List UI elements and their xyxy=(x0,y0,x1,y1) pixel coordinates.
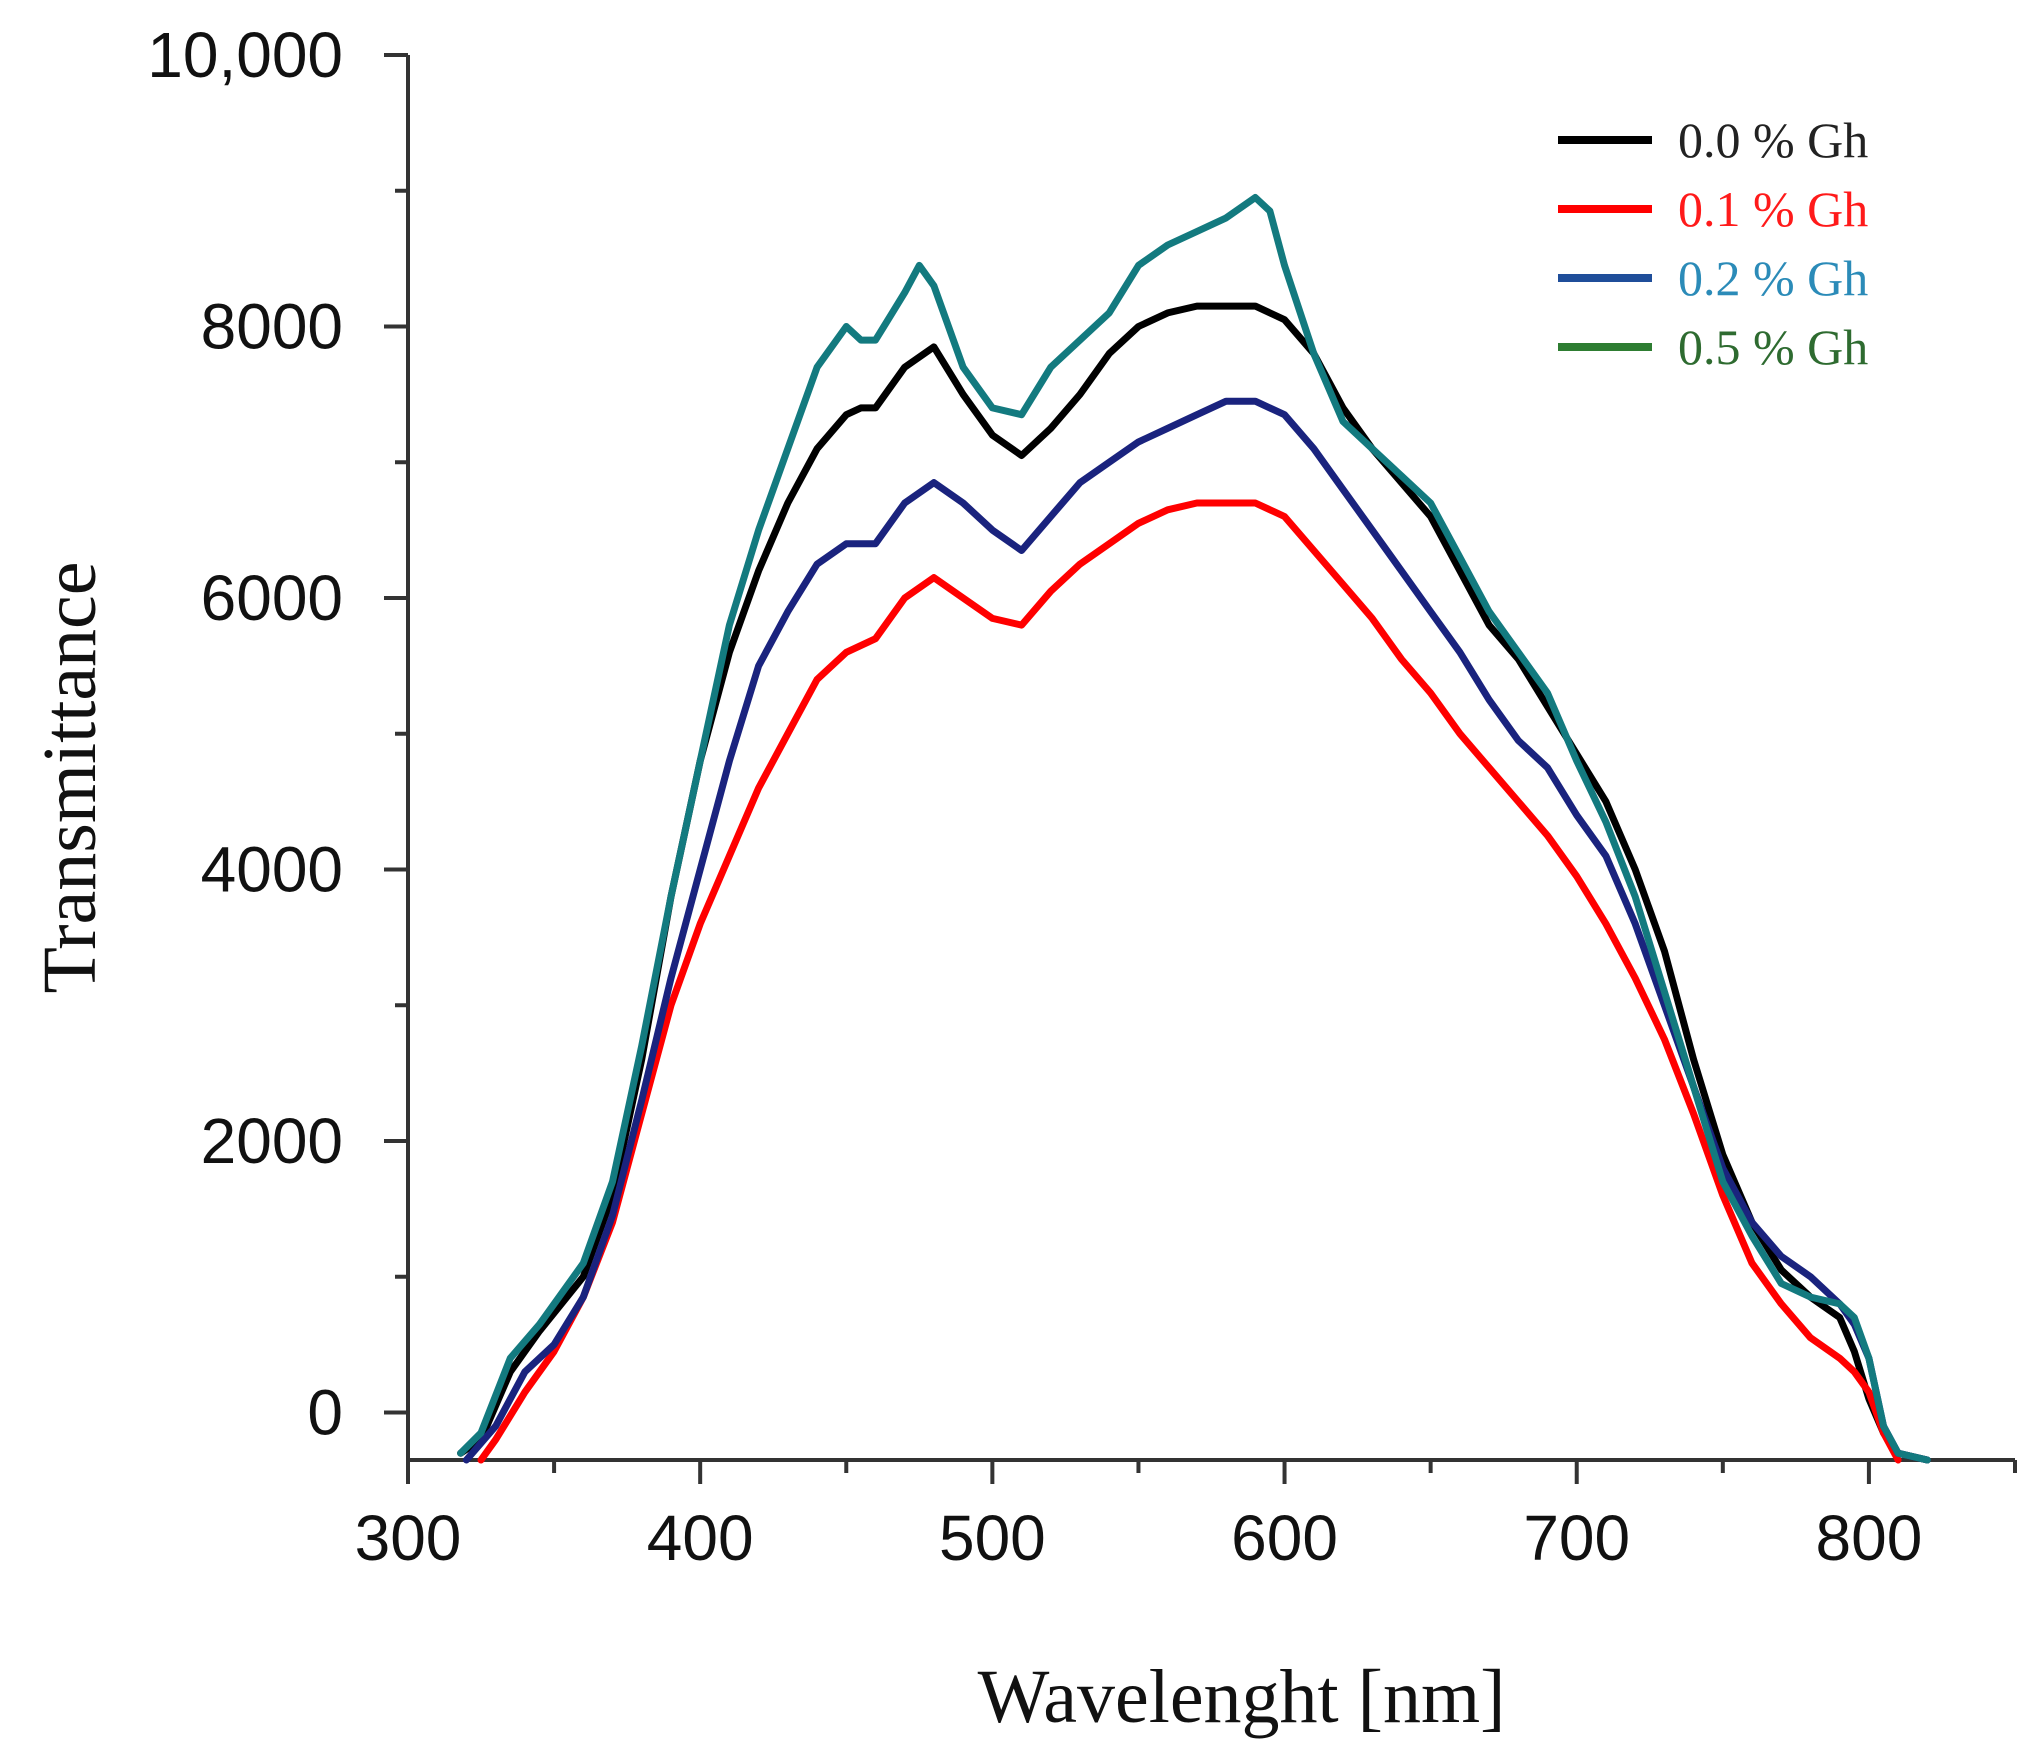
x-axis-ticks: 300 400 500 600 700 800 xyxy=(355,1460,2017,1574)
legend: 0.0 % Gh 0.1 % Gh 0.2 % Gh 0.5 % Gh xyxy=(1558,112,1868,375)
y-axis-title: Transmittance xyxy=(28,561,112,993)
y-axis-ticks: 0 2000 4000 6000 8000 10,000 xyxy=(147,19,408,1448)
y-tick-label: 0 xyxy=(307,1376,343,1448)
y-tick-label: 6000 xyxy=(201,562,343,634)
x-tick-label: 400 xyxy=(647,1502,754,1574)
y-tick-label: 8000 xyxy=(201,290,343,362)
x-tick-label: 600 xyxy=(1231,1502,1338,1574)
x-tick-label: 800 xyxy=(1816,1502,1923,1574)
axes: 300 400 500 600 700 800 0 2000 4000 6000 8000 10,0… xyxy=(147,19,2017,1574)
y-tick-label: 10,000 xyxy=(147,19,343,91)
legend-label: 0.1 % Gh xyxy=(1678,181,1868,237)
x-tick-label: 700 xyxy=(1523,1502,1630,1574)
series-layer xyxy=(457,194,1931,1464)
series-line-1 xyxy=(477,499,1902,1464)
series-line-0 xyxy=(457,302,1931,1464)
legend-label: 0.5 % Gh xyxy=(1678,319,1868,375)
legend-label: 0.0 % Gh xyxy=(1678,112,1868,168)
x-tick-label: 300 xyxy=(355,1502,462,1574)
legend-label: 0.2 % Gh xyxy=(1678,250,1868,306)
y-tick-label: 2000 xyxy=(201,1105,343,1177)
y-tick-label: 4000 xyxy=(201,833,343,905)
x-tick-label: 500 xyxy=(939,1502,1046,1574)
series-line-2 xyxy=(462,397,1931,1464)
x-axis-title: Wavelenght [nm] xyxy=(978,1655,1506,1739)
series-line-3 xyxy=(457,194,1931,1464)
